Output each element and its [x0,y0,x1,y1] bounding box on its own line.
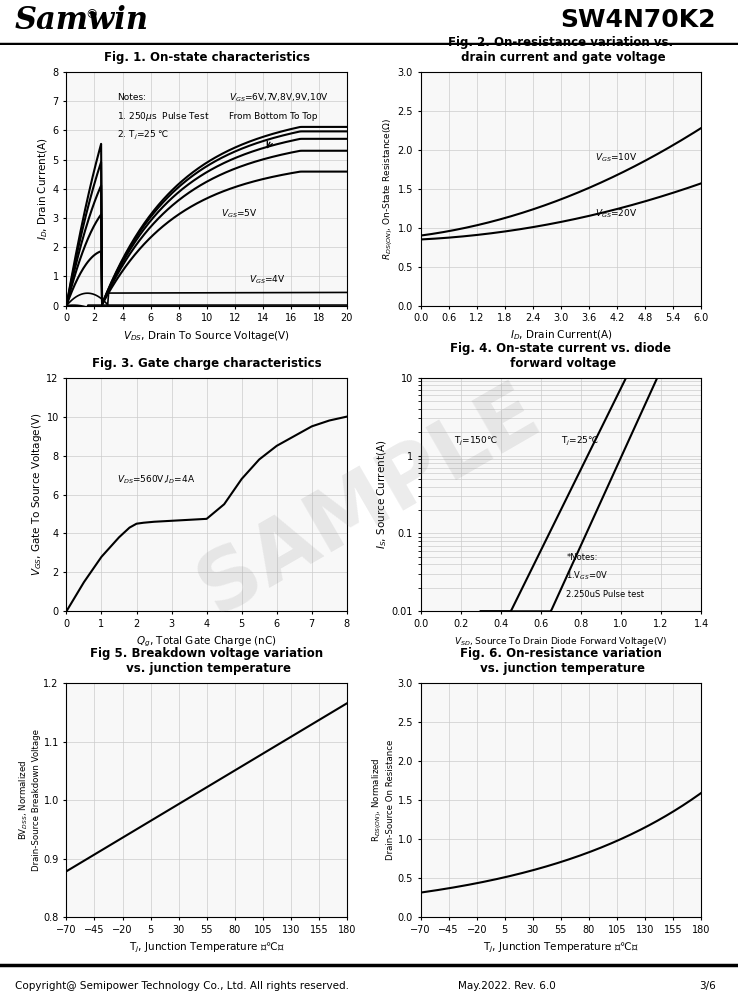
Text: SAMPLE: SAMPLE [184,370,554,630]
Text: SW4N70K2: SW4N70K2 [560,8,716,32]
Text: Fig. 1. On-state characteristics: Fig. 1. On-state characteristics [103,51,310,64]
Y-axis label: $I_S$, Source Current(A): $I_S$, Source Current(A) [375,440,389,549]
Y-axis label: $V_{GS}$, Gate To Source Voltage(V): $V_{GS}$, Gate To Source Voltage(V) [30,413,44,576]
Text: Fig. 3. Gate charge characteristics: Fig. 3. Gate charge characteristics [92,357,322,370]
X-axis label: $I_D$, Drain Current(A): $I_D$, Drain Current(A) [510,329,612,342]
Text: Fig. 6. On-resistance variation
 vs. junction temperature: Fig. 6. On-resistance variation vs. junc… [460,647,662,675]
Text: Notes:: Notes: [117,93,146,102]
Text: ®: ® [85,8,97,21]
Text: 1.V$_{GS}$=0V: 1.V$_{GS}$=0V [567,570,609,582]
Text: T$_j$=25℃: T$_j$=25℃ [561,434,599,448]
Text: 2.250uS Pulse test: 2.250uS Pulse test [567,590,644,599]
Text: Fig. 2. On-resistance variation vs.
 drain current and gate voltage: Fig. 2. On-resistance variation vs. drai… [448,36,674,64]
Text: *Notes:: *Notes: [567,553,598,562]
Y-axis label: R$_{DS(ON)}$, Normalized
Drain-Source On Resistance: R$_{DS(ON)}$, Normalized Drain-Source On… [370,740,395,860]
X-axis label: $V_{DS}$, Drain To Source Voltage(V): $V_{DS}$, Drain To Source Voltage(V) [123,329,290,343]
Text: 3/6: 3/6 [699,981,716,991]
Text: 2. T$_j$=25 ℃: 2. T$_j$=25 ℃ [117,129,169,142]
Text: $V_{GS}$=4V: $V_{GS}$=4V [249,273,286,286]
Text: $V_{DS}$=560V,$I_D$=4A: $V_{DS}$=560V,$I_D$=4A [117,474,195,486]
X-axis label: T$_j$, Junction Temperature （℃）: T$_j$, Junction Temperature （℃） [128,940,285,955]
X-axis label: $Q_g$, Total Gate Charge (nC): $Q_g$, Total Gate Charge (nC) [137,635,277,649]
Text: Copyright@ Semipower Technology Co., Ltd. All rights reserved.: Copyright@ Semipower Technology Co., Ltd… [15,981,349,991]
Text: $V_{GS}$=6V,7V,8V,9V,10V: $V_{GS}$=6V,7V,8V,9V,10V [229,91,329,104]
Text: Fig 5. Breakdown voltage variation
 vs. junction temperature: Fig 5. Breakdown voltage variation vs. j… [90,647,323,675]
Text: $V_{GS}$=20V: $V_{GS}$=20V [595,208,637,220]
Text: $V_{GS}$=5V: $V_{GS}$=5V [221,208,258,220]
Text: From Bottom To Top: From Bottom To Top [229,112,317,121]
Y-axis label: $I_D$, Drain Current(A): $I_D$, Drain Current(A) [36,138,49,240]
Y-axis label: $R_{DS(ON)}$, On-State Resistance($\Omega$): $R_{DS(ON)}$, On-State Resistance($\Omeg… [381,118,395,260]
Text: Samwin: Samwin [15,5,149,36]
X-axis label: $V_{SD}$, Source To Drain Diode Forward Voltage(V): $V_{SD}$, Source To Drain Diode Forward … [454,635,668,648]
Text: T$_j$=150℃: T$_j$=150℃ [455,434,498,448]
Text: Fig. 4. On-state current vs. diode
 forward voltage: Fig. 4. On-state current vs. diode forwa… [450,342,672,370]
Y-axis label: BV$_{DSS}$, Normalized
Drain-Source Breakdown Voltage: BV$_{DSS}$, Normalized Drain-Source Brea… [18,729,41,871]
Text: May.2022. Rev. 6.0: May.2022. Rev. 6.0 [458,981,555,991]
Text: $V_{GS}$=10V: $V_{GS}$=10V [595,152,637,164]
X-axis label: T$_j$, Junction Temperature （℃）: T$_j$, Junction Temperature （℃） [483,940,639,955]
Text: 1. 250$\mu$s  Pulse Test: 1. 250$\mu$s Pulse Test [117,110,210,123]
